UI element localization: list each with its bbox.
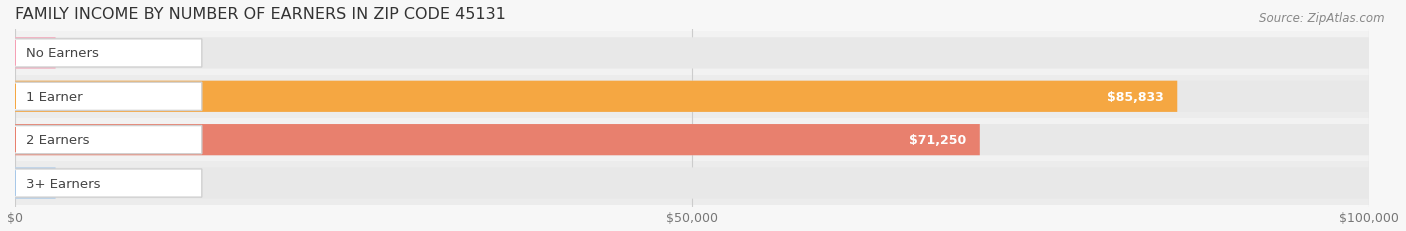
Text: $0: $0 bbox=[76, 177, 91, 190]
FancyBboxPatch shape bbox=[15, 38, 56, 69]
FancyBboxPatch shape bbox=[15, 75, 1369, 119]
FancyBboxPatch shape bbox=[15, 119, 1369, 162]
FancyBboxPatch shape bbox=[15, 38, 1369, 69]
FancyBboxPatch shape bbox=[13, 40, 202, 68]
FancyBboxPatch shape bbox=[15, 162, 1369, 205]
FancyBboxPatch shape bbox=[15, 168, 56, 199]
FancyBboxPatch shape bbox=[15, 168, 1369, 199]
Text: $85,833: $85,833 bbox=[1107, 90, 1164, 103]
Text: Source: ZipAtlas.com: Source: ZipAtlas.com bbox=[1260, 12, 1385, 24]
Text: 2 Earners: 2 Earners bbox=[25, 134, 90, 146]
FancyBboxPatch shape bbox=[15, 81, 1177, 112]
Text: No Earners: No Earners bbox=[25, 47, 98, 60]
FancyBboxPatch shape bbox=[15, 125, 1369, 156]
FancyBboxPatch shape bbox=[13, 83, 202, 111]
FancyBboxPatch shape bbox=[13, 169, 202, 197]
Text: FAMILY INCOME BY NUMBER OF EARNERS IN ZIP CODE 45131: FAMILY INCOME BY NUMBER OF EARNERS IN ZI… bbox=[15, 7, 506, 22]
FancyBboxPatch shape bbox=[15, 81, 1369, 112]
FancyBboxPatch shape bbox=[15, 32, 1369, 75]
Text: $71,250: $71,250 bbox=[910, 134, 966, 146]
FancyBboxPatch shape bbox=[15, 125, 980, 156]
Text: 1 Earner: 1 Earner bbox=[25, 90, 83, 103]
Text: $0: $0 bbox=[76, 47, 91, 60]
FancyBboxPatch shape bbox=[13, 126, 202, 154]
Text: 3+ Earners: 3+ Earners bbox=[25, 177, 100, 190]
